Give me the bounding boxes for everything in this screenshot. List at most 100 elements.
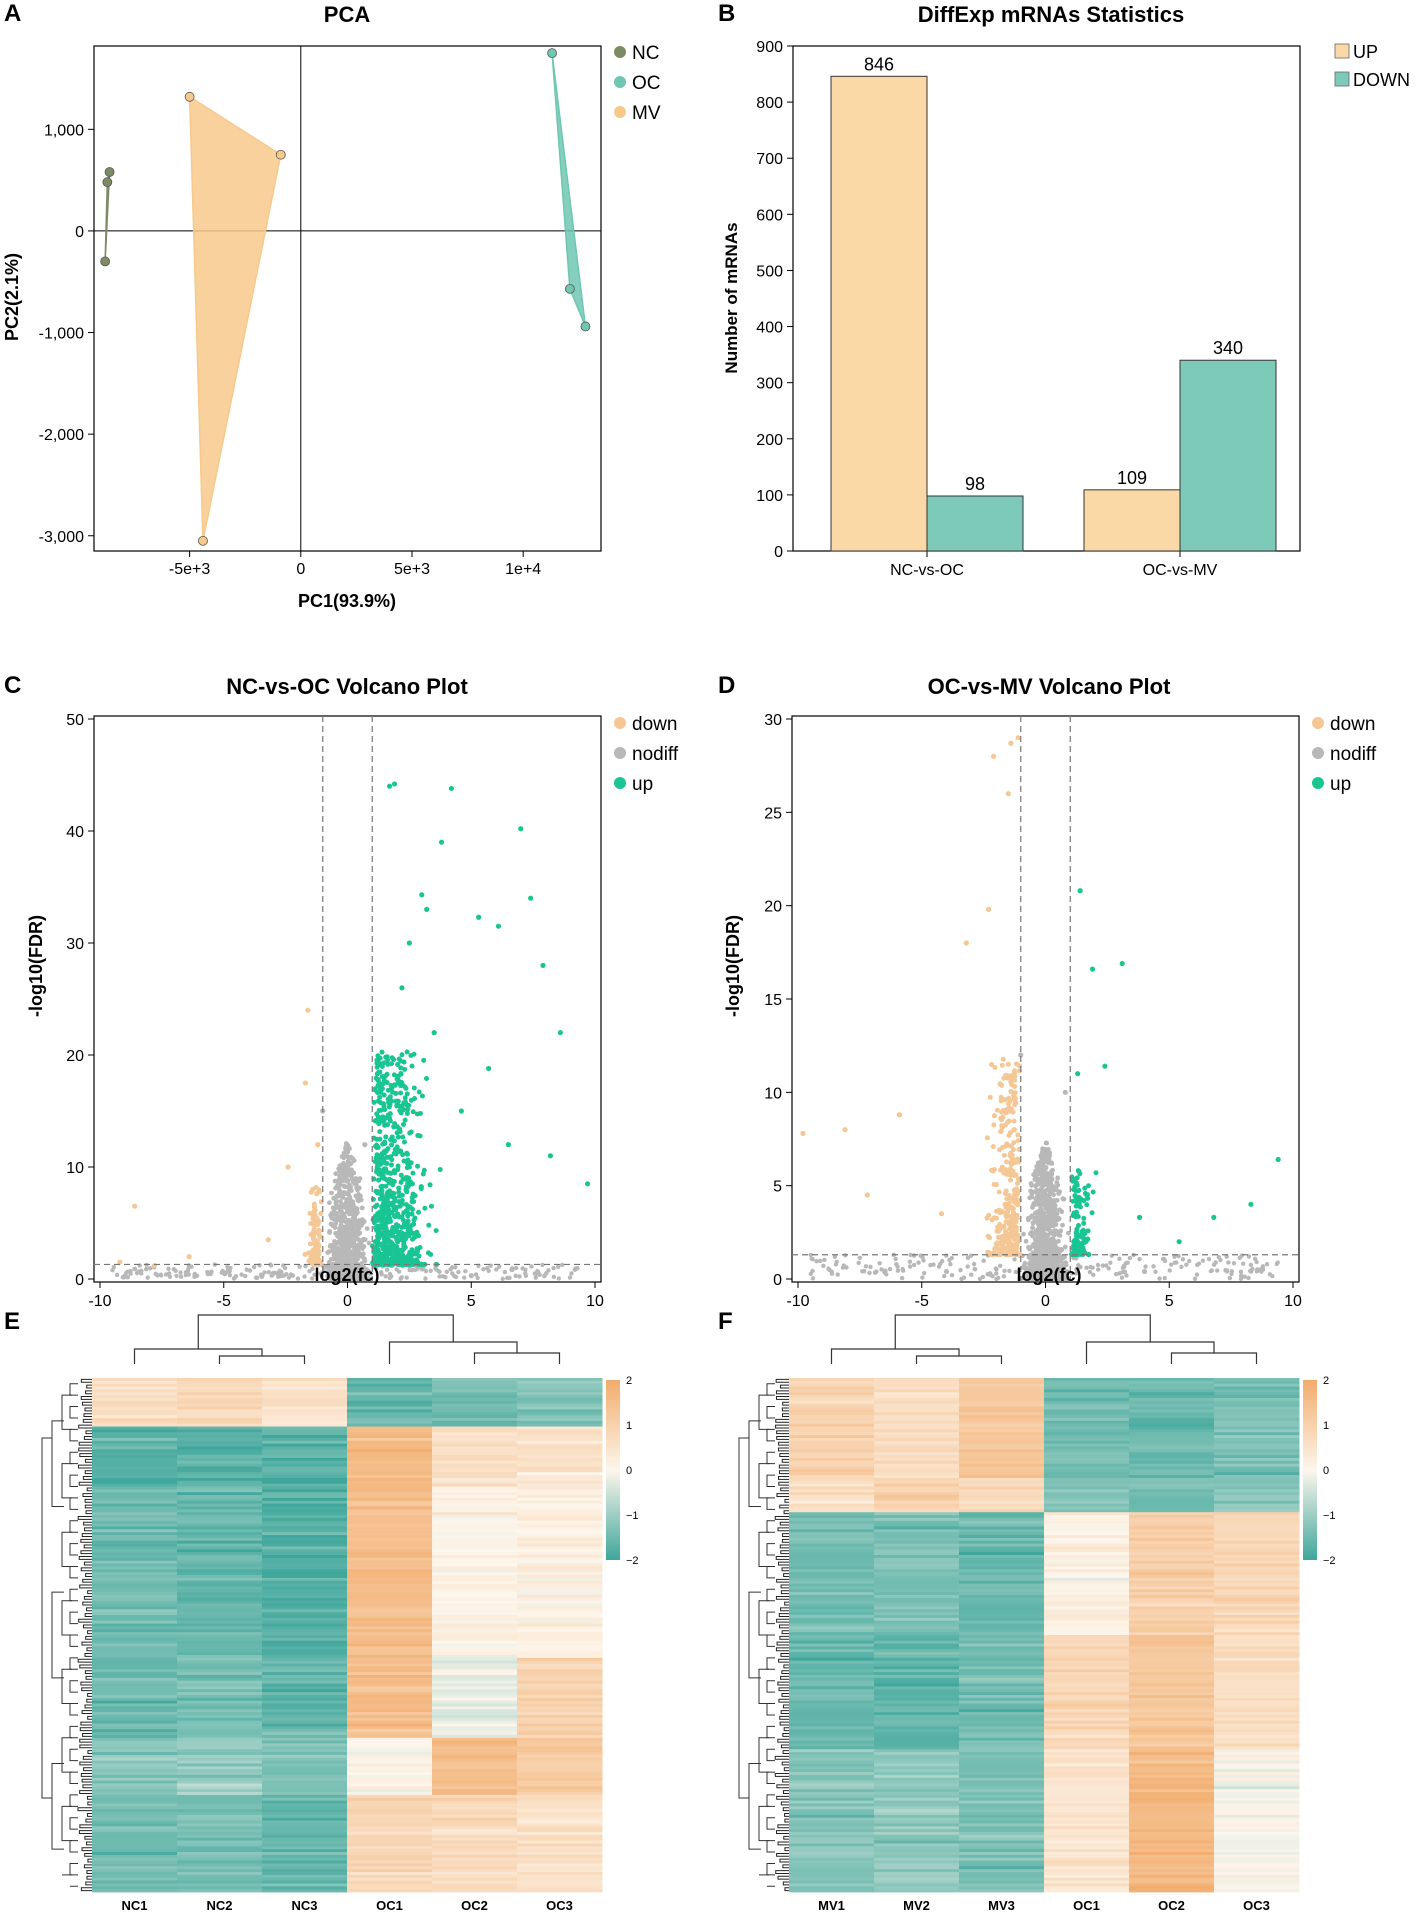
nodiff-point [981,1258,986,1263]
nodiff-point [346,1235,351,1240]
nodiff-point [1168,1262,1174,1267]
down-point [1003,1143,1009,1149]
down-point [310,1248,316,1254]
y-tick-label: 900 [756,39,783,56]
nodiff-point [877,1261,882,1266]
nodiff-point [373,1266,378,1271]
point-nc [102,177,113,188]
nodiff-point [158,1272,164,1277]
down-point [986,1212,992,1218]
nodiff-point [1044,1140,1049,1146]
nodiff-point [843,1253,848,1258]
down-point [1008,740,1014,746]
nodiff-point [453,1265,458,1270]
up-point [1081,1220,1087,1226]
up-point [458,1108,464,1114]
up-point [1074,1209,1080,1215]
x-tick-label: -10 [786,1293,809,1306]
nodiff-point [359,1254,365,1260]
nodiff-point [1039,1155,1045,1161]
x-tick-label: 0 [343,1293,352,1306]
y-tick-label: 500 [756,263,783,280]
nodiff-point [302,1274,307,1279]
down-point [1006,1118,1012,1124]
nodiff-point [1043,1257,1048,1263]
x-tick-label: 5e+3 [394,561,430,578]
up-point [540,962,546,968]
nodiff-point [345,1275,350,1281]
up-point [398,1261,404,1267]
down-point [302,1251,308,1257]
nodiff-point [822,1257,827,1262]
nodiff-point [174,1273,179,1278]
down-point [1008,1160,1014,1166]
nodiff-point [335,1251,340,1257]
up-point [416,1209,422,1215]
nodiff-point [352,1242,357,1248]
down-point [1011,1093,1017,1099]
nodiff-point [335,1203,341,1209]
up-point [402,1095,408,1101]
up-point [404,1091,410,1097]
nodiff-point [1239,1253,1245,1258]
down-point [1011,1140,1017,1146]
x-tick-label: 1e+4 [505,561,541,578]
nodiff-point [1137,1256,1142,1262]
nodiff-point [1088,1264,1093,1270]
up-point [401,1246,407,1252]
hull-mv [188,95,282,541]
up-point [377,1136,383,1142]
nodiff-point [883,1268,888,1273]
y-tick-label: 40 [66,824,84,841]
nodiff-point [349,1252,355,1258]
nodiff-point [253,1275,259,1280]
up-point [476,914,482,920]
up-point [391,1212,397,1218]
y-tick-label: 25 [764,805,782,822]
hull-oc [551,53,587,327]
plot-frame [93,45,602,552]
down-point [1015,1138,1021,1144]
nodiff-point [1048,1230,1054,1235]
nodiff-point [958,1267,963,1273]
up-point [372,1239,378,1245]
up-point [398,1058,404,1064]
up-point [420,1171,426,1177]
point-mv [184,91,195,102]
up-point [395,1163,401,1169]
nodiff-point [1046,1195,1052,1201]
up-point [397,1237,403,1243]
nodiff-point [186,1263,192,1268]
down-point [984,1135,990,1141]
up-point [399,1192,405,1198]
up-point [383,1134,389,1140]
nodiff-point [916,1260,921,1265]
up-point [381,1077,387,1083]
up-point [391,1179,397,1185]
nodiff-point [1057,1232,1063,1238]
down-point [990,753,997,759]
nodiff-point [540,1262,545,1268]
up-point [391,1247,397,1253]
up-point [386,1239,392,1245]
nodiff-point [942,1273,947,1279]
nodiff-point [1042,1178,1048,1183]
nodiff-point [462,1275,467,1280]
up-point [377,1167,383,1173]
y-tick-label: 400 [756,320,783,337]
nodiff-point [209,1269,214,1274]
chart-title: PCA [324,2,371,27]
nodiff-point [1026,1217,1031,1223]
volcano-oc-vs-mv: OC-vs-MV Volcano Plot -10 -5 0 5 10051015202… [723,674,1377,1306]
down-point [306,1258,312,1264]
legend-label-up: up [632,774,653,795]
legend-label-oc: OC [632,73,661,94]
nodiff-point [560,1262,565,1268]
nodiff-point [357,1230,363,1236]
up-point [1073,1203,1079,1209]
down-point [998,1167,1004,1173]
y-tick-label: 800 [756,95,783,112]
down-point [996,1189,1002,1195]
up-point [382,1160,388,1166]
down-point [1003,1251,1009,1257]
